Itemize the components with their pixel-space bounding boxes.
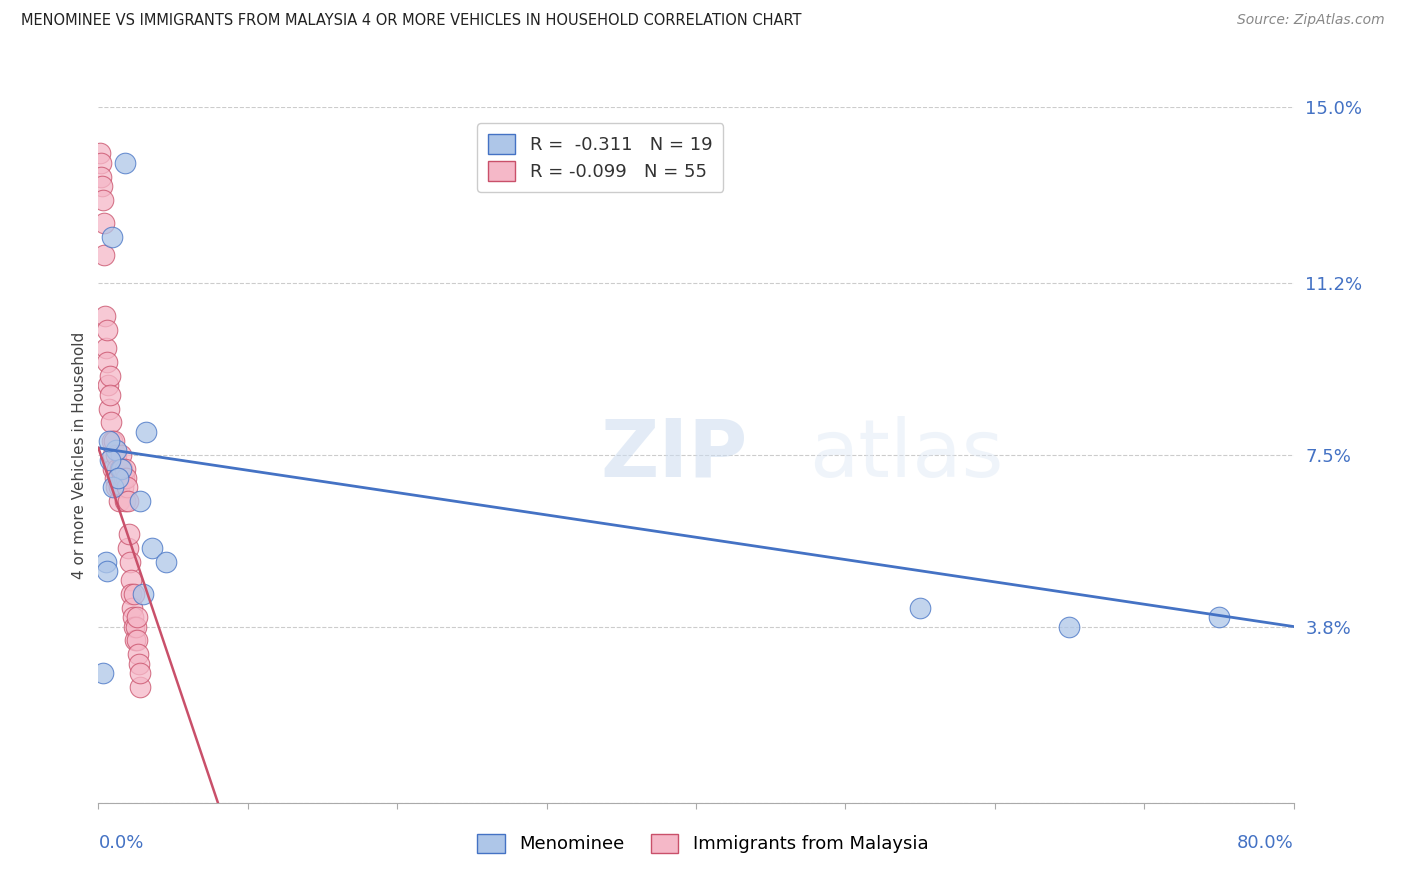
Point	[98, 369, 121, 384]
Point	[129, 665, 152, 680]
Point	[104, 471, 127, 485]
Point	[97, 434, 120, 448]
Point	[107, 471, 129, 485]
Point	[132, 587, 155, 601]
Point	[90, 169, 112, 184]
Point	[101, 448, 124, 462]
Point	[1208, 610, 1230, 624]
Point	[124, 619, 146, 633]
Point	[91, 193, 114, 207]
Point	[91, 178, 114, 193]
Point	[118, 526, 141, 541]
Point	[124, 633, 146, 648]
Point	[108, 480, 131, 494]
Point	[121, 601, 143, 615]
Legend: R =  -0.311   N = 19, R = -0.099   N = 55: R = -0.311 N = 19, R = -0.099 N = 55	[478, 123, 723, 192]
Point	[94, 555, 117, 569]
Point	[127, 633, 149, 648]
Point	[91, 665, 114, 680]
Point	[155, 555, 177, 569]
Point	[93, 216, 115, 230]
Point	[115, 471, 138, 485]
Point	[107, 494, 129, 508]
Text: 0.0%: 0.0%	[98, 834, 143, 852]
Point	[112, 471, 135, 485]
Point	[121, 610, 143, 624]
Point	[125, 610, 148, 624]
Point	[135, 425, 157, 439]
Point	[96, 323, 118, 337]
Text: Source: ZipAtlas.com: Source: ZipAtlas.com	[1237, 13, 1385, 28]
Point	[94, 341, 117, 355]
Point	[110, 471, 132, 485]
Point	[100, 387, 122, 401]
Point	[97, 401, 120, 416]
Text: 80.0%: 80.0%	[1237, 834, 1294, 852]
Legend: Menominee, Immigrants from Malaysia: Menominee, Immigrants from Malaysia	[470, 827, 936, 861]
Y-axis label: 4 or more Vehicles in Household: 4 or more Vehicles in Household	[72, 331, 87, 579]
Point	[103, 434, 125, 448]
Point	[114, 462, 136, 476]
Point	[1059, 619, 1081, 633]
Point	[114, 494, 136, 508]
Point	[105, 448, 128, 462]
Point	[93, 248, 115, 262]
Point	[141, 541, 163, 555]
Point	[103, 462, 125, 476]
Point	[128, 657, 150, 671]
Point	[110, 462, 132, 476]
Point	[115, 480, 138, 494]
Point	[117, 494, 139, 508]
Point	[97, 378, 120, 392]
Point	[96, 564, 118, 578]
Point	[128, 680, 150, 694]
Point	[90, 155, 112, 169]
Point	[125, 619, 148, 633]
Point	[117, 541, 139, 555]
Point	[100, 452, 122, 467]
Point	[129, 494, 152, 508]
Point	[120, 573, 142, 587]
Point	[100, 416, 122, 430]
Point	[105, 443, 128, 458]
Point	[120, 587, 142, 601]
Point	[111, 462, 134, 476]
Text: atlas: atlas	[810, 416, 1004, 494]
Text: MENOMINEE VS IMMIGRANTS FROM MALAYSIA 4 OR MORE VEHICLES IN HOUSEHOLD CORRELATIO: MENOMINEE VS IMMIGRANTS FROM MALAYSIA 4 …	[21, 13, 801, 29]
Point	[103, 480, 125, 494]
Point	[108, 462, 131, 476]
Point	[114, 155, 136, 169]
Point	[96, 355, 118, 369]
Point	[94, 309, 117, 323]
Point	[122, 587, 145, 601]
Point	[110, 448, 132, 462]
Point	[908, 601, 931, 615]
Point	[89, 146, 111, 161]
Text: ZIP: ZIP	[600, 416, 748, 494]
Point	[104, 480, 127, 494]
Point	[127, 648, 149, 662]
Point	[105, 462, 128, 476]
Point	[118, 555, 141, 569]
Point	[112, 480, 135, 494]
Point	[101, 434, 124, 448]
Point	[107, 471, 129, 485]
Point	[101, 230, 124, 244]
